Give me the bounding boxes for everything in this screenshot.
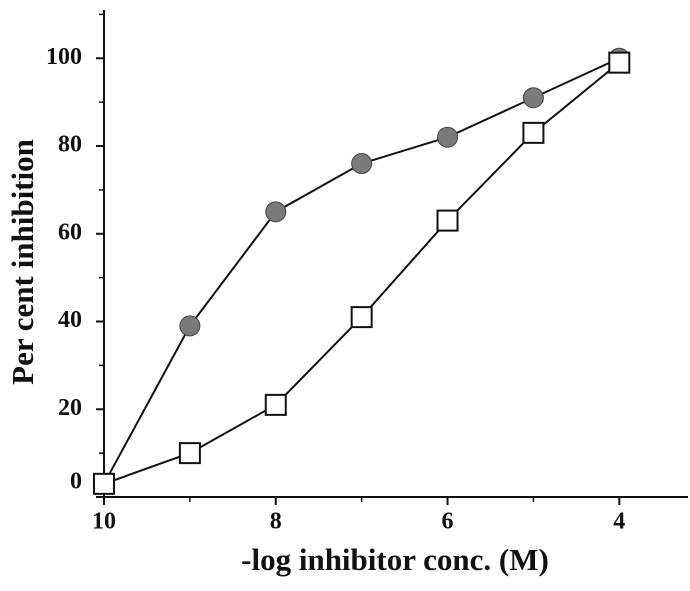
y-tick-label: 80 (58, 132, 82, 158)
y-tick-label: 100 (46, 44, 82, 70)
x-tick-label: 6 (442, 509, 454, 535)
square-marker (522, 121, 545, 144)
circle-marker (179, 315, 201, 337)
circle-marker (522, 87, 544, 109)
square-marker (436, 209, 459, 232)
square-marker (178, 442, 201, 465)
circle-marker (351, 153, 373, 175)
x-tick-label: 8 (270, 509, 282, 535)
y-tick-label: 20 (58, 395, 82, 421)
circle-marker (265, 201, 287, 223)
y-tick-label: 40 (58, 307, 82, 333)
square-marker (264, 393, 287, 416)
y-axis-label: Per cent inhibition (5, 139, 40, 385)
square-marker (350, 306, 373, 329)
y-tick-label: 60 (58, 219, 82, 245)
y-tick-label: 0 (70, 469, 82, 495)
circle-marker (437, 126, 459, 148)
x-tick-label: 10 (92, 509, 116, 535)
square-marker (608, 51, 631, 74)
square-marker (93, 472, 115, 495)
x-tick-label: 4 (613, 509, 625, 535)
x-axis-label: -log inhibitor conc. (M) (241, 542, 549, 577)
